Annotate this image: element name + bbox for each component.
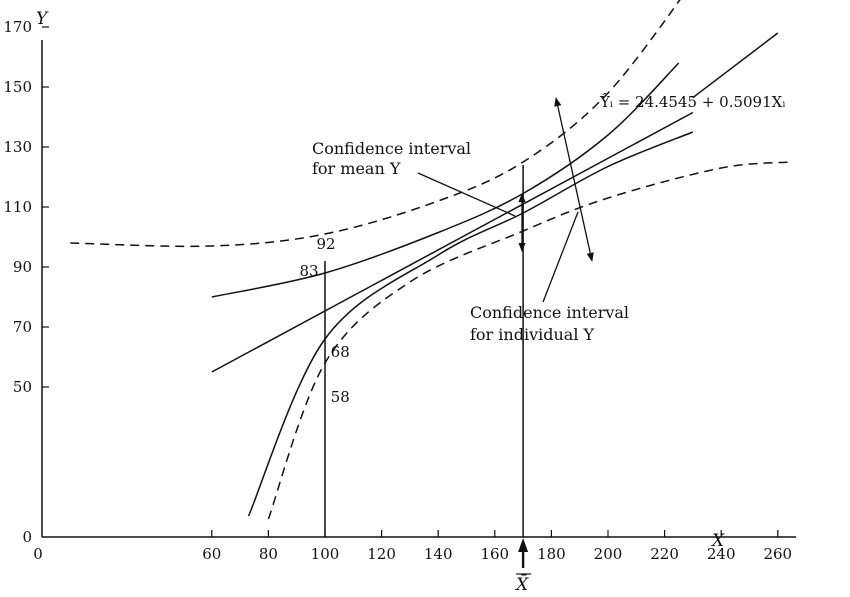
mean-x-arrow [518, 538, 529, 568]
point-labels: 92 83 68 58 [300, 235, 350, 406]
x-tick-label: 60 [202, 545, 221, 563]
annotation-indiv-ci-line2: for individual Y [470, 325, 595, 344]
point-label-p83: 83 [300, 262, 319, 280]
annotation-indiv-ci-line1: Confidence interval [470, 303, 629, 322]
mean-x-label: X̄ [514, 573, 529, 595]
leader-line-mean-ci [417, 172, 516, 217]
indiv-ci-width-arrow [554, 97, 594, 262]
y-tick-label: 50 [13, 378, 32, 396]
x-tick-label: 240 [707, 545, 736, 563]
series-line-indiv_upper [70, 0, 681, 248]
series-line-mean_lower [247, 131, 694, 517]
curves [70, 0, 793, 520]
mean-x-marker: X̄ [514, 538, 532, 595]
y-tick-label: 70 [13, 318, 32, 336]
y-tick-label: 130 [3, 138, 32, 156]
series-line-indiv_lower [267, 161, 793, 520]
y-axis-label: Y [36, 9, 49, 29]
x-tick-label: 0 [33, 545, 43, 563]
x-tick-label: 140 [424, 545, 453, 563]
regression-line-extension [692, 32, 779, 99]
y-tick-label: 170 [3, 18, 32, 36]
point-label-p58: 58 [331, 388, 350, 406]
x-tick-label: 80 [259, 545, 278, 563]
y-tick-label: 150 [3, 78, 32, 96]
y-tick-label: 0 [22, 528, 32, 546]
x-tick-label: 260 [763, 545, 792, 563]
series-line-regression [211, 111, 694, 373]
x-tick-label: 180 [537, 545, 566, 563]
point-label-p68: 68 [331, 343, 350, 361]
x-tick-label: 200 [594, 545, 623, 563]
leader-line-indiv-ci [542, 211, 579, 303]
ticks: 0 60 80 100 120 140 160 180 200 220 240 260 0 50 70 90 1… [3, 18, 792, 563]
axes: Y X [36, 9, 797, 551]
annotation-mean-ci-line1: Confidence interval [312, 139, 471, 158]
x-tick-label: 100 [311, 545, 340, 563]
annotations: Ŷᵢ = 24.4545 + 0.5091Xᵢ Confidence inter… [312, 93, 785, 344]
series-line-mean_upper [211, 62, 680, 298]
point-label-p92: 92 [317, 235, 336, 253]
y-tick-label: 90 [13, 258, 32, 276]
x-tick-label: 220 [650, 545, 679, 563]
x-tick-label: 160 [480, 545, 509, 563]
y-tick-label: 110 [3, 198, 32, 216]
x-tick-label: 120 [367, 545, 396, 563]
regression-equation: Ŷᵢ = 24.4545 + 0.5091Xᵢ [599, 93, 785, 111]
annotation-mean-ci-line2: for mean Y [312, 159, 401, 178]
